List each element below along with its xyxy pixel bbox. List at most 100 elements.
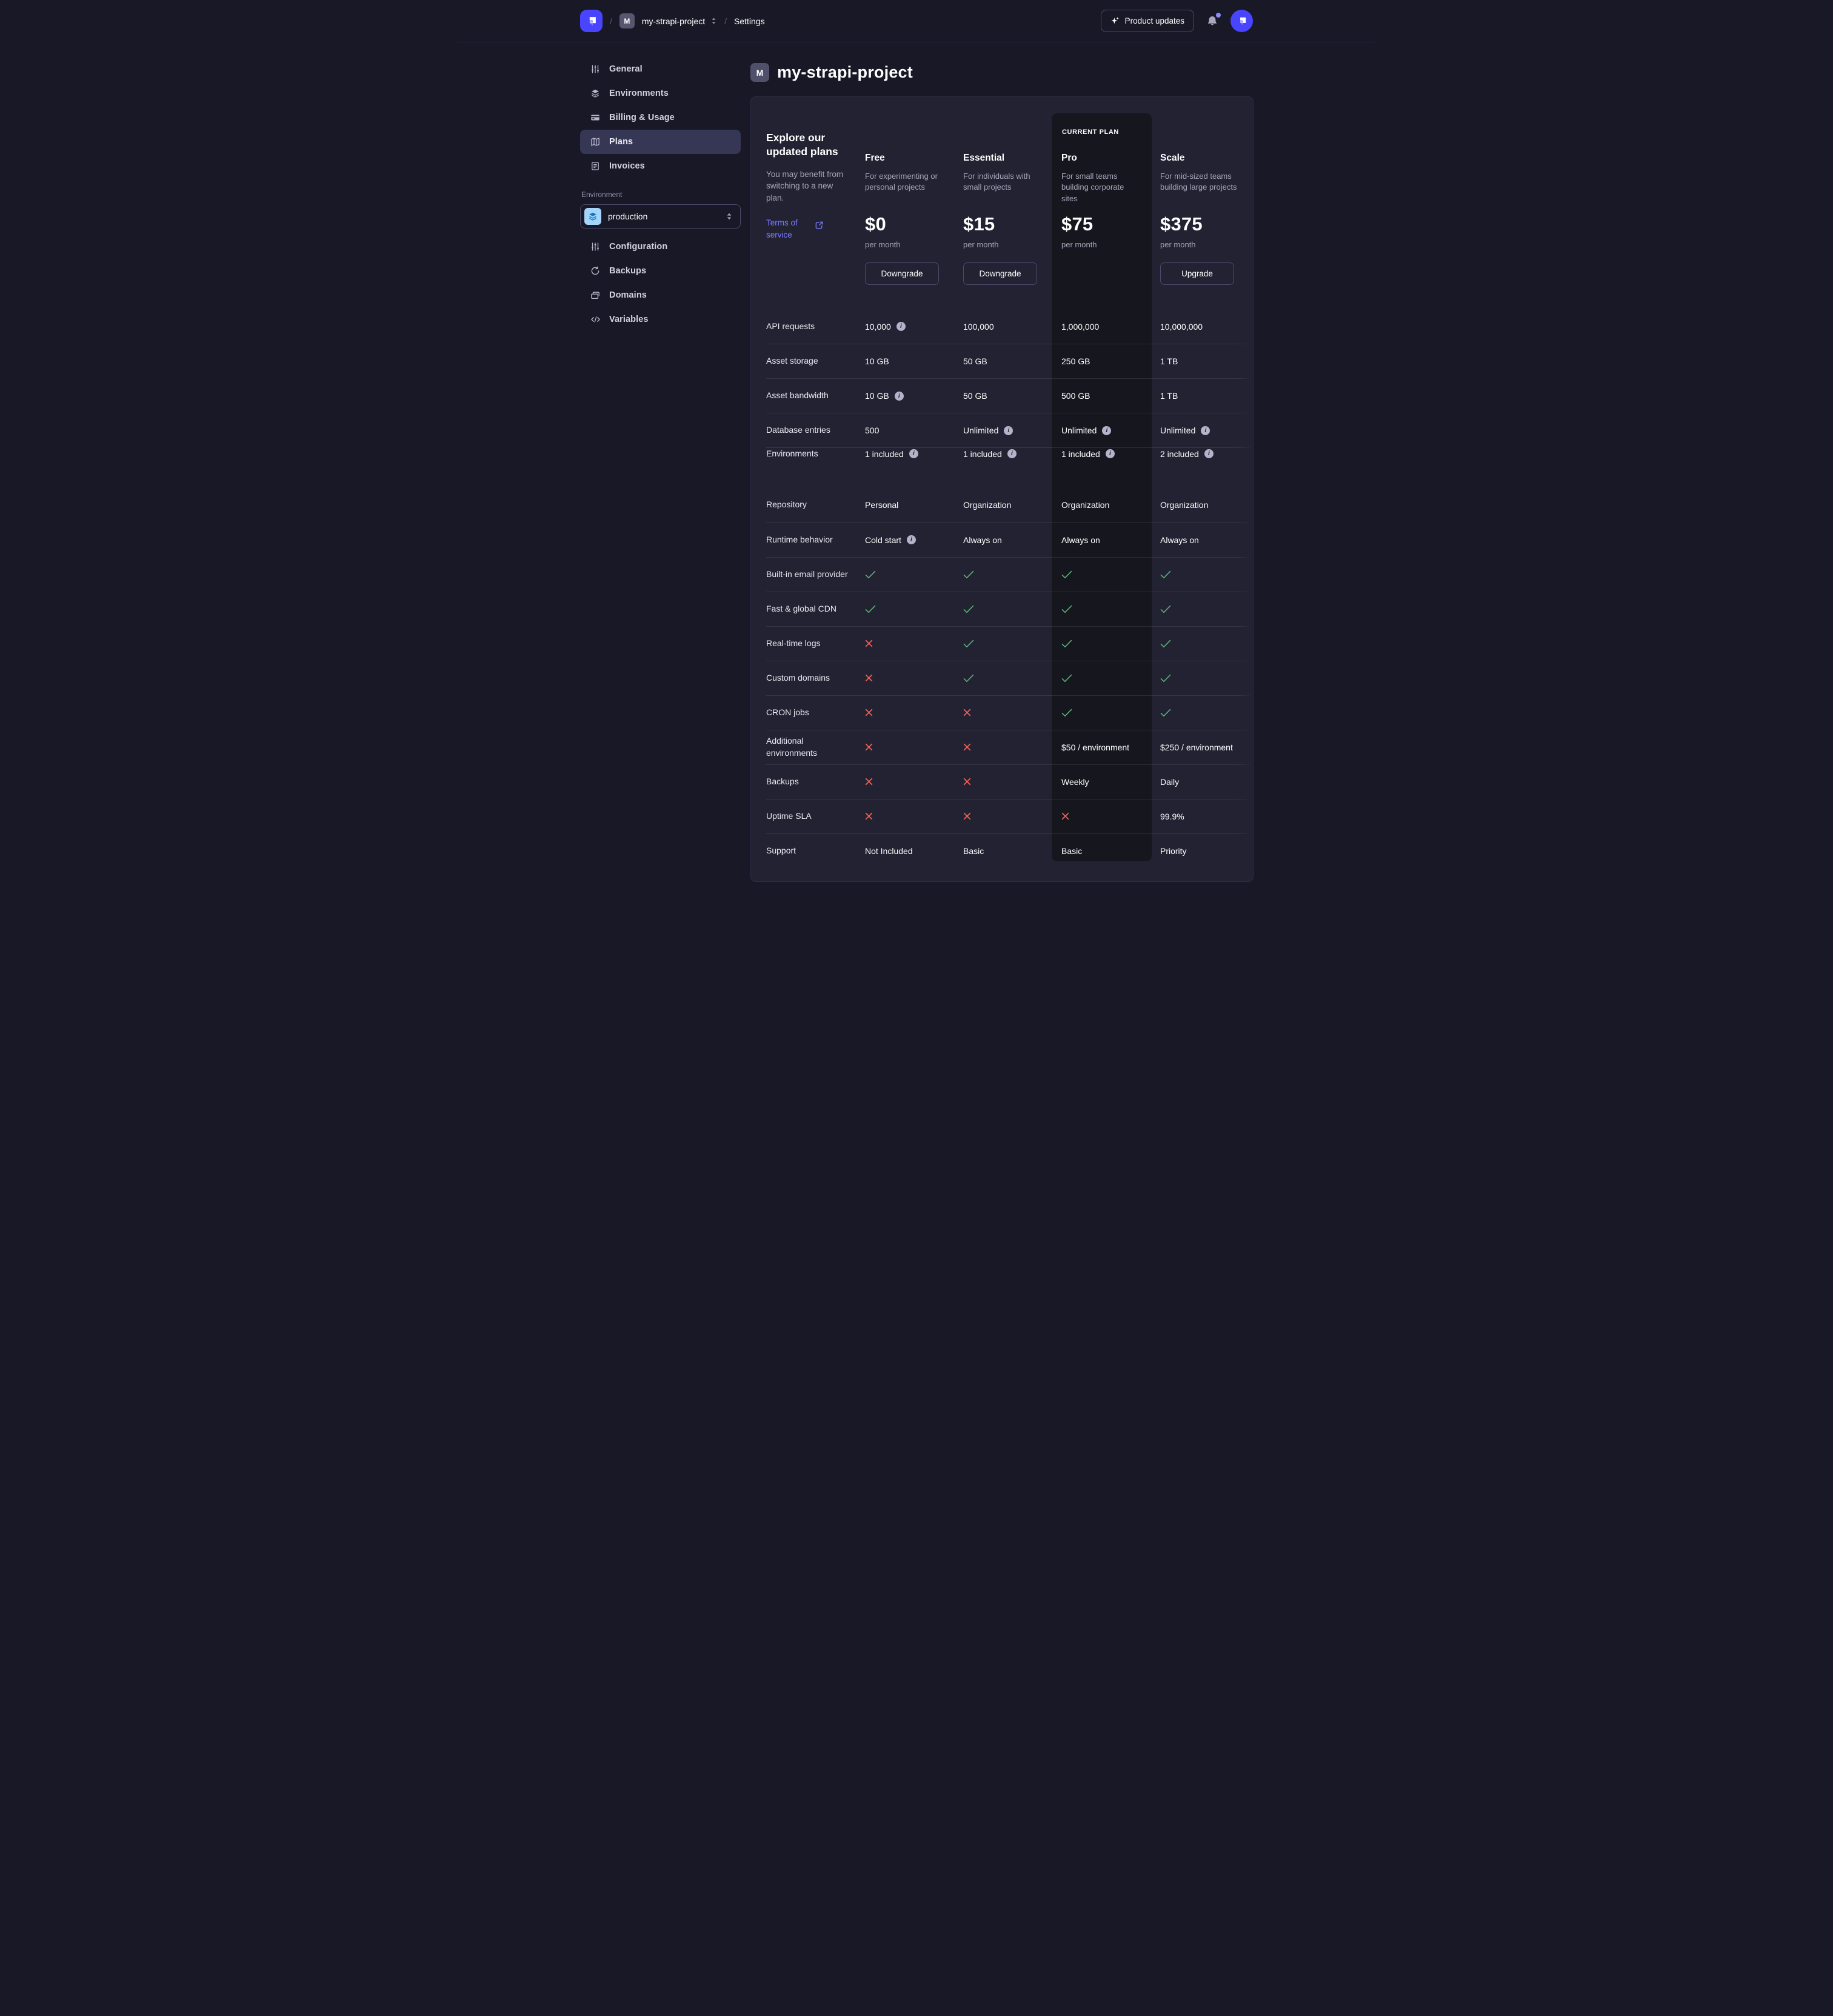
- info-icon[interactable]: i: [909, 449, 918, 459]
- cell-value: 50 GB: [963, 356, 987, 366]
- info-icon[interactable]: i: [1004, 426, 1013, 435]
- plan-cell-essential: [963, 709, 1052, 716]
- sidebar-item-backups[interactable]: Backups: [580, 259, 741, 283]
- plan-cell-free: 500: [865, 426, 963, 435]
- sparkle-icon: [1110, 17, 1119, 24]
- sidebar-item-plans[interactable]: Plans: [580, 130, 741, 154]
- sidebar-item-variables[interactable]: Variables: [580, 307, 741, 332]
- plan-cell-free: [865, 674, 963, 682]
- sidebar-item-billing-usage[interactable]: Billing & Usage: [580, 105, 741, 130]
- info-icon[interactable]: i: [1007, 449, 1017, 459]
- feature-label: Asset storage: [766, 356, 818, 366]
- sidebar-item-environments[interactable]: Environments: [580, 81, 741, 105]
- plan-cell-scale: Always on: [1152, 535, 1254, 545]
- cross-icon: [865, 639, 873, 647]
- info-icon[interactable]: i: [906, 535, 916, 545]
- cell-value: Not Included: [865, 846, 913, 856]
- avatar[interactable]: [1230, 10, 1253, 32]
- environment-select[interactable]: production: [580, 204, 741, 229]
- cell-value: 99.9%: [1160, 811, 1184, 821]
- cell-value: 1 included: [963, 449, 1002, 459]
- sidebar-item-configuration[interactable]: Configuration: [580, 235, 741, 259]
- plan-cell-scale: 10,000,000: [1152, 322, 1254, 332]
- cell-value: 500 GB: [1061, 391, 1090, 401]
- plan-period: per month: [1160, 240, 1196, 249]
- plan-cell-essential: 1 included i: [963, 449, 1052, 459]
- table-row: Built-in email provider: [766, 556, 1254, 592]
- feature-label: Backups: [766, 776, 799, 786]
- check-icon: [963, 605, 974, 613]
- feature-label: Uptime SLA: [766, 810, 812, 821]
- credit-card-icon: [590, 113, 601, 122]
- plan-cell-scale: Unlimited i: [1152, 426, 1254, 435]
- product-updates-button[interactable]: Product updates: [1100, 10, 1194, 32]
- info-icon[interactable]: i: [894, 391, 904, 401]
- current-plan-no-button: [1061, 262, 1152, 285]
- plan-cell-pro: 500 GB: [1052, 391, 1152, 401]
- breadcrumb-project-selector[interactable]: my-strapi-project: [642, 16, 717, 26]
- plan-cell-essential: Basic: [963, 846, 1052, 856]
- cell-value: Priority: [1160, 846, 1187, 856]
- cell-value: $250 / environment: [1160, 742, 1233, 752]
- table-row: CRON jobs: [766, 695, 1253, 730]
- plan-cell-free: [865, 605, 963, 613]
- plan-cell-free: Not Included: [865, 846, 963, 856]
- cross-icon: [963, 778, 971, 786]
- plan-cell-pro: [1052, 639, 1152, 648]
- cell-value: 1 included: [865, 449, 904, 459]
- plan-cell-scale: [1152, 605, 1254, 613]
- sidebar-item-label: Domains: [609, 290, 647, 300]
- cell-value: Organization: [963, 500, 1012, 510]
- plan-column-scale: Scale For mid-sized teams building large…: [1152, 131, 1254, 285]
- sidebar-item-domains[interactable]: Domains: [580, 283, 741, 307]
- plan-cell-free: 10 GB i: [865, 391, 963, 401]
- info-icon[interactable]: i: [1102, 426, 1112, 435]
- sort-chevrons-icon: [726, 212, 733, 221]
- cross-icon: [865, 743, 873, 751]
- cell-value: 2 included: [1160, 449, 1199, 459]
- table-row: Custom domains: [766, 660, 1253, 695]
- sidebar-item-invoices[interactable]: Invoices: [580, 154, 741, 178]
- table-row: Uptime SLA 99.9%: [766, 798, 1253, 833]
- cross-icon: [963, 743, 971, 751]
- check-icon: [1160, 709, 1171, 717]
- terms-of-service-link[interactable]: Terms of service: [766, 218, 798, 239]
- info-icon[interactable]: i: [1201, 426, 1210, 435]
- plan-cell-free: 1 included i: [865, 449, 963, 459]
- info-icon[interactable]: i: [1204, 449, 1214, 459]
- plan-cell-pro: Basic: [1052, 846, 1152, 856]
- plan-cell-pro: Always on: [1052, 535, 1152, 545]
- check-icon: [1160, 674, 1171, 683]
- table-row: Support Not Included Basic Basic Priorit…: [766, 833, 1253, 868]
- info-icon[interactable]: i: [1105, 449, 1115, 459]
- cell-value: 10 GB: [865, 356, 889, 366]
- cell-value: Daily: [1160, 776, 1180, 787]
- cell-value: 1 TB: [1160, 356, 1178, 366]
- cell-value: 100,000: [963, 321, 994, 332]
- upgrade-button-scale[interactable]: Upgrade: [1160, 262, 1234, 285]
- project-initial-badge: M: [619, 13, 635, 28]
- plan-cell-pro: [1052, 674, 1152, 683]
- notifications-button[interactable]: [1204, 12, 1221, 30]
- plan-cell-scale: Organization: [1152, 500, 1254, 510]
- strapi-logo[interactable]: [580, 10, 603, 32]
- plan-cell-scale: [1152, 570, 1254, 579]
- cross-icon: [865, 709, 873, 716]
- downgrade-button-free[interactable]: Downgrade: [865, 262, 939, 285]
- plan-cell-pro: [1052, 812, 1152, 820]
- feature-label: Support: [766, 845, 796, 855]
- cell-value: Personal: [865, 500, 899, 510]
- plan-cell-free: Personal: [865, 500, 963, 510]
- plans-card: CURRENT PLAN Explore our updated plans Y…: [750, 96, 1254, 882]
- plan-cell-free: [865, 743, 963, 751]
- downgrade-button-essential[interactable]: Downgrade: [963, 262, 1037, 285]
- plan-cell-scale: Priority: [1152, 846, 1254, 856]
- plan-cell-free: [865, 570, 963, 579]
- plans-table: API requests 10,000 i 100,000 1,000,000 1…: [766, 309, 1253, 868]
- cell-value: 1,000,000: [1061, 321, 1100, 332]
- sidebar-item-general[interactable]: General: [580, 57, 741, 81]
- check-icon: [1160, 570, 1171, 579]
- info-icon[interactable]: i: [896, 322, 906, 331]
- sliders-icon: [590, 242, 601, 252]
- feature-label: API requests: [766, 321, 815, 331]
